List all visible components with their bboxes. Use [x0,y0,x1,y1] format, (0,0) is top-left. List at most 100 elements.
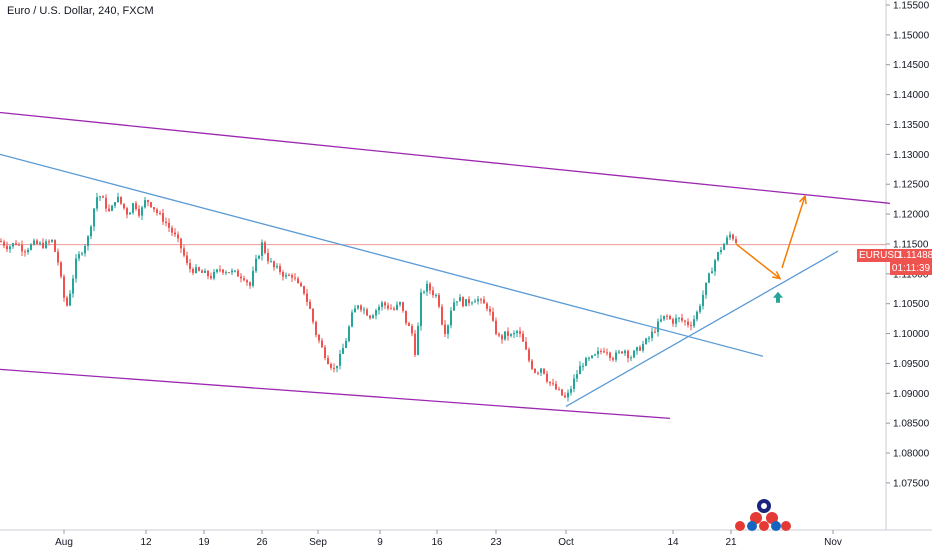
candle-body [693,319,695,326]
y-tick-label: 1.15000 [893,30,930,41]
candle-body [435,295,437,297]
candle-body [282,272,284,277]
candle-body [651,331,653,338]
y-tick-label: 1.10000 [893,329,930,340]
candle-body [210,276,212,279]
trendline [0,111,891,204]
candle-body [660,319,662,322]
candle-body [147,200,149,203]
candle-body [93,208,95,227]
candle-body [450,310,452,326]
candle-body [30,244,32,250]
candle-body [306,293,308,302]
candle-body [399,302,401,305]
candle-body [345,340,347,348]
candle-body [18,244,20,246]
candle-body [471,302,473,304]
candle-body [687,321,689,326]
candle-body [528,349,530,361]
candle-body [447,325,449,335]
candle-body [597,350,599,355]
candle-body [417,326,419,355]
candle-body [156,209,158,214]
x-tick-label: Sep [309,537,327,548]
candle-body [483,299,485,304]
candle-body [615,352,617,360]
candle-body [669,316,671,320]
candle-body [195,267,197,273]
candle-body [618,351,620,353]
y-tick-label: 1.12500 [893,180,930,191]
candle-body [102,196,104,198]
candle-body [357,305,359,309]
up-arrow-icon [773,291,783,303]
candle-body [600,350,602,352]
candle-body [63,276,65,298]
candle-body [567,392,569,398]
candle-body [144,200,146,208]
candle-body [120,196,122,204]
candle-body [426,283,428,292]
candle-body [108,208,110,211]
candle-body [9,246,11,250]
projection-arrow-line [735,243,781,280]
candle-body [270,261,272,263]
candle-body [231,270,233,273]
candle-body [12,243,14,247]
candle-body [267,253,269,262]
y-tick-label: 1.13500 [893,120,930,131]
x-tick-label: Aug [55,537,73,548]
candle-body [564,395,566,398]
candle-body [372,315,374,319]
candle-body [198,267,200,271]
candle-body [387,305,389,309]
candle-body [105,197,107,209]
candle-body [642,343,644,351]
candle-body [390,308,392,310]
candle-body [453,302,455,311]
x-tick-label: 12 [140,537,152,548]
candle-body [123,203,125,209]
candle-body [588,357,590,359]
candle-body [351,312,353,327]
candle-body [327,358,329,364]
candle-body [393,308,395,310]
candle-body [726,237,728,245]
candle-body [672,319,674,324]
candle-body [192,268,194,273]
candle-body [585,357,587,366]
candle-body [279,266,281,273]
candle-body [315,321,317,335]
candle-body [558,389,560,391]
candle-body [81,253,83,255]
x-tick-label: 23 [490,537,502,548]
candle-body [495,320,497,334]
candle-body [573,378,575,389]
candle-body [288,275,290,277]
countdown-tag: 01:11:39 [890,262,932,275]
candle-body [117,196,119,203]
x-tick-label: 26 [256,537,268,548]
candle-body [414,333,416,355]
candle-body [75,258,77,279]
trendline [565,250,839,408]
candle-body [324,347,326,359]
candle-body [333,367,335,369]
candle-body [186,255,188,264]
chart-title: Euro / U.S. Dollar, 240, FXCM [7,5,154,17]
candle-body [432,290,434,296]
candle-body [303,285,305,294]
candle-body [285,275,287,277]
candle-body [459,297,461,302]
candle-body [252,271,254,286]
candle-body [33,240,35,245]
candle-body [141,207,143,216]
candle-body [603,351,605,353]
candle-body [342,347,344,354]
candle-body [507,331,509,336]
candle-body [348,326,350,341]
candle-body [702,294,704,307]
candle-body [570,388,572,393]
projection-arrow-head [798,194,807,205]
